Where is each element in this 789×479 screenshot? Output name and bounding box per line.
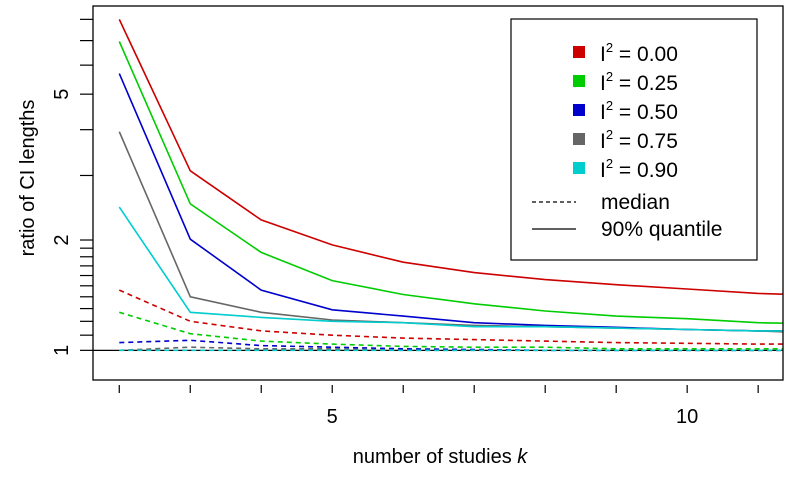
y-tick-label: 1 (51, 345, 73, 356)
legend-label: I2 = 0.50 (600, 98, 678, 124)
legend-swatch (573, 162, 585, 174)
series-median-0.25 (119, 311, 783, 350)
legend-swatch (573, 104, 585, 116)
legend-quantile-label: 90% quantile (601, 218, 722, 241)
series-quantile90-0.00 (118, 19, 783, 296)
series-layer (93, 19, 783, 352)
x-axis-label: number of studies k (353, 446, 529, 468)
series-quantile90-0.90 (118, 206, 783, 332)
legend-label: I2 = 0.00 (600, 40, 678, 66)
legend-box (510, 18, 758, 261)
x-axis-label-text: number of studies (353, 446, 512, 468)
y-axis-label: ratio of CI lengths (17, 100, 39, 257)
x-tick-label: 10 (676, 406, 698, 428)
legend: I2 = 0.00 I2 = 0.25 I2 = 0.50 I2 = 0.75 I2 =… (510, 18, 758, 261)
legend-label: I2 = 0.90 (600, 156, 678, 182)
plot-frame (92, 5, 784, 381)
legend-swatch (573, 46, 585, 58)
legend-median-label: median (601, 191, 670, 214)
axes-layer: 5 10 1 2 5 (51, 18, 759, 428)
y-tick-label: 5 (51, 89, 73, 100)
y-tick-label: 2 (51, 234, 73, 245)
x-axis-label-variable: k (517, 446, 528, 468)
legend-label: I2 = 0.25 (600, 69, 678, 95)
legend-swatch (573, 75, 585, 87)
series-median-0.50 (119, 339, 783, 352)
legend-label: I2 = 0.75 (600, 127, 678, 153)
series-quantile90-0.25 (118, 41, 783, 324)
legend-swatch (573, 133, 585, 145)
x-tick-label: 5 (327, 406, 338, 428)
series-median-0.00 (118, 289, 783, 345)
